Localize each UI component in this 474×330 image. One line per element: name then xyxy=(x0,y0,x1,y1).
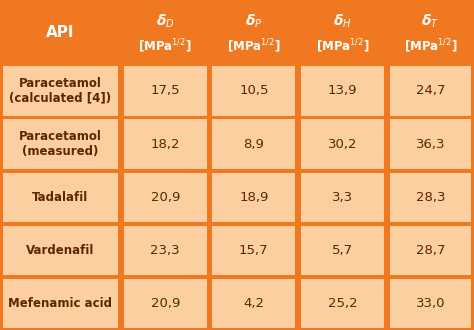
Bar xyxy=(301,66,384,115)
Bar xyxy=(124,226,207,275)
Text: [MPa$^{1/2}$]: [MPa$^{1/2}$] xyxy=(227,37,281,55)
Bar xyxy=(124,279,207,328)
Bar xyxy=(212,279,295,328)
Text: 10,5: 10,5 xyxy=(239,84,269,97)
Bar xyxy=(390,66,471,115)
Text: 15,7: 15,7 xyxy=(239,244,269,257)
Bar xyxy=(301,2,384,62)
Text: Vardenafil: Vardenafil xyxy=(26,244,95,257)
Bar xyxy=(390,119,471,169)
Text: 23,3: 23,3 xyxy=(150,244,180,257)
Bar xyxy=(3,226,118,275)
Bar xyxy=(212,2,295,62)
Text: 33,0: 33,0 xyxy=(416,297,445,310)
Text: 18,9: 18,9 xyxy=(239,191,268,204)
Bar xyxy=(301,226,384,275)
Text: Paracetamol
(measured): Paracetamol (measured) xyxy=(19,130,102,158)
Text: 3,3: 3,3 xyxy=(332,191,353,204)
Bar xyxy=(390,2,471,62)
Text: 30,2: 30,2 xyxy=(328,138,357,150)
Bar xyxy=(3,2,118,62)
Bar xyxy=(390,279,471,328)
Text: Tadalafil: Tadalafil xyxy=(32,191,89,204)
Text: 28,7: 28,7 xyxy=(416,244,445,257)
Bar xyxy=(3,173,118,222)
Text: 20,9: 20,9 xyxy=(151,297,180,310)
Bar xyxy=(212,66,295,115)
Bar xyxy=(301,279,384,328)
Text: δ$_P$: δ$_P$ xyxy=(245,13,263,30)
Text: δ$_T$: δ$_T$ xyxy=(421,13,439,30)
Bar xyxy=(3,279,118,328)
Text: 5,7: 5,7 xyxy=(332,244,353,257)
Bar xyxy=(124,66,207,115)
Bar xyxy=(212,173,295,222)
Text: 18,2: 18,2 xyxy=(150,138,180,150)
Bar xyxy=(212,119,295,169)
Bar xyxy=(3,66,118,115)
Text: 4,2: 4,2 xyxy=(243,297,264,310)
Text: [MPa$^{1/2}$]: [MPa$^{1/2}$] xyxy=(404,37,457,55)
Text: 20,9: 20,9 xyxy=(151,191,180,204)
Text: Paracetamol
(calculated [4]): Paracetamol (calculated [4]) xyxy=(9,77,111,105)
Text: API: API xyxy=(46,25,75,40)
Bar xyxy=(301,119,384,169)
Text: [MPa$^{1/2}$]: [MPa$^{1/2}$] xyxy=(138,37,192,55)
Bar xyxy=(124,173,207,222)
Bar xyxy=(390,173,471,222)
Text: [MPa$^{1/2}$]: [MPa$^{1/2}$] xyxy=(316,37,369,55)
Bar xyxy=(301,173,384,222)
Text: 13,9: 13,9 xyxy=(328,84,357,97)
Text: 25,2: 25,2 xyxy=(328,297,357,310)
Bar xyxy=(3,119,118,169)
Bar xyxy=(124,2,207,62)
Text: δ$_H$: δ$_H$ xyxy=(333,13,352,30)
Text: 17,5: 17,5 xyxy=(150,84,180,97)
Bar xyxy=(390,226,471,275)
Text: 8,9: 8,9 xyxy=(243,138,264,150)
Text: 36,3: 36,3 xyxy=(416,138,445,150)
Text: δ$_D$: δ$_D$ xyxy=(156,13,174,30)
Bar xyxy=(212,226,295,275)
Bar xyxy=(124,119,207,169)
Text: Mefenamic acid: Mefenamic acid xyxy=(9,297,112,310)
Text: 24,7: 24,7 xyxy=(416,84,445,97)
Text: 28,3: 28,3 xyxy=(416,191,445,204)
